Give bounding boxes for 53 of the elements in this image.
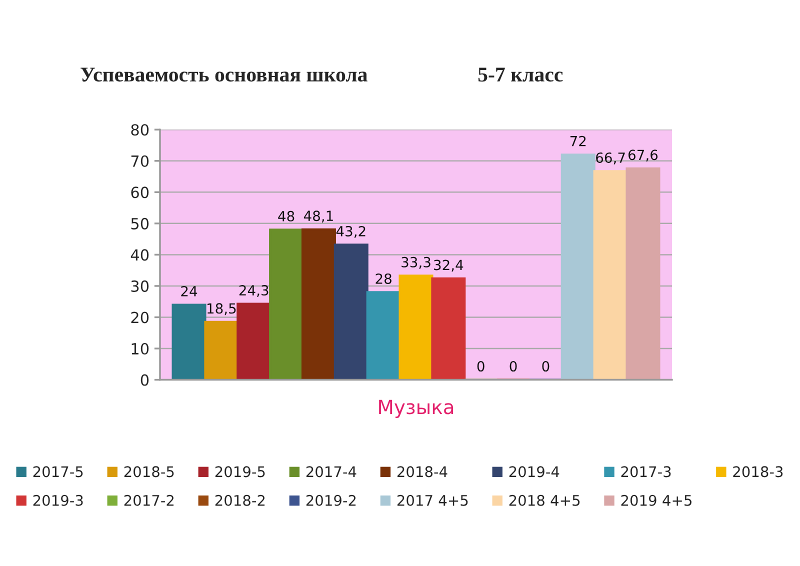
bar <box>626 167 660 380</box>
y-tick-label: 50 <box>131 218 149 230</box>
y-tick-label: 0 <box>140 374 149 386</box>
data-label: 0 <box>510 361 517 372</box>
data-label: 43,2 <box>336 226 366 238</box>
y-tick-label: 30 <box>131 280 149 292</box>
x-tick-label: Музыка <box>379 400 454 418</box>
data-label: 0 <box>542 361 550 372</box>
legend-label: 2018 4+5 <box>509 494 580 506</box>
data-label: 72 <box>570 136 586 146</box>
legend-label: 2018-5 <box>124 466 174 478</box>
data-label: 24,3 <box>239 285 268 297</box>
data-label: 32,4 <box>434 260 464 272</box>
bar <box>204 320 239 380</box>
bar <box>366 291 401 380</box>
legend-label: 2019-2 <box>306 494 356 506</box>
legend-label: 2019-3 <box>33 494 83 506</box>
y-tick-label: 20 <box>131 312 149 324</box>
bar <box>172 304 206 380</box>
y-tick-label: 40 <box>130 249 149 261</box>
legend-label: 2018-4 <box>397 466 448 478</box>
y-tick-label: 10 <box>132 342 149 355</box>
legend-label: 2018-3 <box>733 466 783 478</box>
legend-label: 2017-3 <box>621 466 671 478</box>
legend-label: 2019 4+5 <box>621 494 692 506</box>
bar <box>301 228 336 380</box>
legend-label: 2017-5 <box>33 466 83 478</box>
data-label: 18,5 <box>208 303 236 316</box>
legend-label: 2017-2 <box>124 494 174 506</box>
bar <box>431 277 466 380</box>
data-label: 66,7 <box>596 152 625 164</box>
data-label: 33,3 <box>402 256 430 269</box>
chart-title: Успеваемость основная школа <box>80 68 368 82</box>
bar <box>334 244 368 380</box>
data-label: 67,6 <box>628 150 658 162</box>
data-label: 24 <box>181 286 198 296</box>
chart-subtitle: 5-7 класс <box>478 68 563 82</box>
data-label: 48,1 <box>304 210 333 223</box>
data-label: 0 <box>477 361 484 372</box>
data-label: 28 <box>376 273 392 284</box>
y-tick-label: 60 <box>131 186 149 198</box>
bar <box>560 154 596 380</box>
y-tick-label: 70 <box>131 155 149 167</box>
legend-label: 2019-4 <box>509 466 560 478</box>
y-tick-label: 80 <box>131 124 149 136</box>
legend-label: 2017-4 <box>306 466 356 478</box>
legend-label: 2019-5 <box>215 466 265 478</box>
data-label: 48 <box>278 210 294 222</box>
bar <box>398 274 434 380</box>
bar <box>593 170 628 380</box>
bar <box>236 302 272 380</box>
legend-label: 2017 4+5 <box>397 494 468 506</box>
legend-label: 2018-2 <box>215 494 265 506</box>
